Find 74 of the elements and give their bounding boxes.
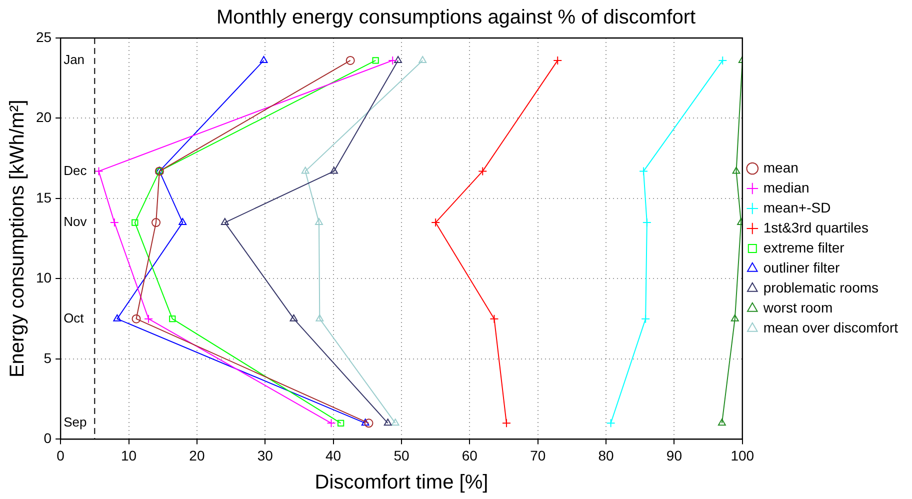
point [388,56,398,65]
x-tick-label: 100 [730,447,754,464]
point [732,166,740,174]
legend-label: median [763,179,810,196]
x-tick-label: 10 [120,447,137,464]
annotation: Jan [64,52,85,68]
legend-label: mean over discomfort [763,319,898,336]
point [606,418,616,428]
x-tick-label: 30 [257,447,274,464]
point [394,56,402,63]
legend-label: worst room [762,299,833,316]
point [641,314,650,324]
legend-label: mean [763,159,798,176]
y-axis-title: Energy consumptions [kWh/m²] [6,100,29,378]
chart-title: Monthly energy consumptions against % of discomfort [216,6,696,29]
x-tick-label: 70 [530,447,546,464]
point [642,218,652,228]
y-tick-label: 20 [36,109,52,126]
point [431,218,440,228]
point [730,314,739,322]
legend-label: 1st&3rd quartiles [763,219,868,236]
point [290,314,298,322]
x-tick-label: 60 [462,447,478,464]
point [361,418,370,426]
point [639,166,648,176]
point [337,420,344,426]
point [391,418,400,426]
point [330,166,338,174]
legend-label: outliner filter [763,259,840,276]
point [553,56,562,65]
point [316,314,324,322]
point [346,56,355,65]
x-tick-label: 0 [56,447,65,464]
point [132,314,141,324]
annotation: Dec [64,162,88,178]
point [301,166,310,174]
point [326,418,336,428]
x-tick-label: 20 [189,447,205,464]
point [132,219,138,226]
point [169,316,176,322]
legend-label: mean+-SD [763,199,831,216]
point [502,418,511,428]
point [418,56,427,63]
point [315,218,323,226]
annotation: Oct [64,310,84,326]
x-tick-label: 80 [598,447,614,464]
point [178,218,187,226]
y-tick-label: 10 [36,270,52,286]
point [718,418,726,426]
x-tick-label: 90 [666,447,682,464]
point [113,314,122,322]
point [478,166,488,176]
y-tick-label: 25 [36,28,52,45]
x-axis-title: Discomfort time [%] [314,472,488,494]
point [94,166,104,176]
point [372,57,379,64]
x-tick-label: 50 [394,447,410,464]
point [364,418,374,428]
y-tick-label: 5 [44,350,52,366]
y-tick-label: 15 [36,189,52,206]
legend-label: problematic rooms [763,279,879,296]
point [384,418,392,426]
point [220,218,229,226]
annotation: Sep [64,414,87,430]
legend-label: extreme filter [763,239,845,256]
annotation: Nov [64,214,88,230]
x-tick-label: 40 [326,447,342,464]
y-tick-label: 0 [44,430,52,446]
point [718,56,728,65]
point [110,218,119,228]
point [144,314,154,324]
point [490,314,499,324]
point [152,218,161,228]
point [260,56,268,63]
